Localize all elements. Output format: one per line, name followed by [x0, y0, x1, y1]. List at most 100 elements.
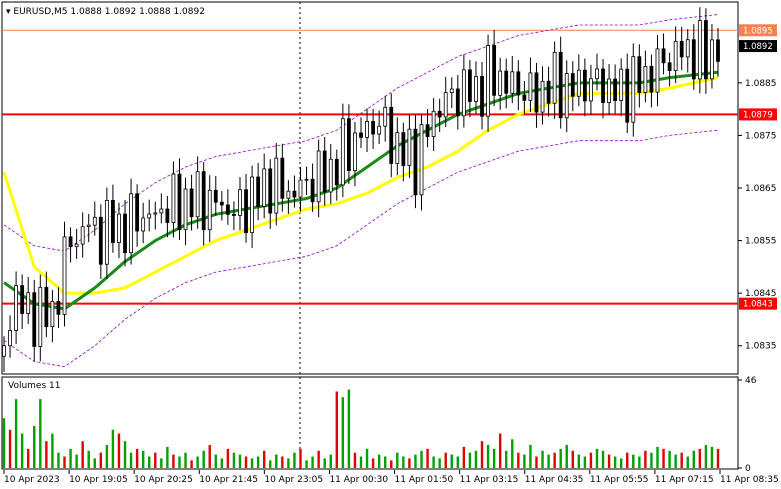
- volume-bar: [553, 452, 556, 468]
- volume-bar: [486, 445, 490, 468]
- volume-bar: [141, 450, 145, 468]
- volume-bar: [559, 448, 562, 468]
- candle-body: [558, 51, 563, 119]
- volume-bar: [172, 454, 175, 468]
- candle-body: [673, 40, 678, 71]
- volume-bar: [256, 456, 260, 468]
- volume-bar: [262, 450, 266, 468]
- candle-body: [207, 189, 212, 231]
- candle-body: [564, 73, 569, 119]
- volume-bar: [238, 454, 242, 468]
- volume-bar: [426, 448, 429, 468]
- candle-body: [20, 285, 25, 314]
- volume-bar: [160, 458, 163, 468]
- x-tick-label: 10 Apr 19:05: [69, 475, 128, 485]
- volume-bar: [178, 456, 181, 468]
- volume-bar: [565, 445, 568, 468]
- candle-body: [334, 158, 339, 186]
- volume-bar: [589, 452, 593, 468]
- y-tick-label: 1.0855: [745, 237, 777, 247]
- candle-body: [655, 48, 660, 93]
- volume-bar: [601, 450, 605, 468]
- volume-bar: [668, 450, 671, 468]
- volume-bar: [329, 454, 332, 468]
- candle-body: [14, 285, 19, 331]
- volume-bar: [123, 441, 127, 468]
- candle-body: [443, 92, 448, 118]
- candle-body: [468, 69, 472, 102]
- candle-body: [710, 39, 714, 80]
- candle-body: [117, 213, 121, 243]
- candle-body: [304, 178, 309, 181]
- candle-body: [486, 45, 490, 117]
- volume-bar: [196, 456, 199, 468]
- volume-bar: [269, 460, 272, 468]
- candle-body: [104, 199, 109, 265]
- volume-bar: [45, 441, 48, 468]
- volume-bar: [595, 448, 599, 468]
- volume-bar: [226, 448, 230, 468]
- volume-bar: [293, 452, 296, 468]
- candle-body: [225, 204, 230, 215]
- volume-bar: [450, 454, 453, 468]
- x-tick-label: 10 Apr 2023: [4, 475, 60, 485]
- ohlc-label: 1.0888 1.0892 1.0888 1.0892: [70, 7, 205, 17]
- candle-body: [377, 125, 382, 135]
- volume-bar: [99, 452, 103, 468]
- candle-body: [129, 193, 133, 254]
- volume-bar: [377, 454, 381, 468]
- volume-bar: [420, 450, 423, 468]
- volume-bar: [75, 454, 78, 468]
- candle-body: [346, 118, 351, 171]
- candle-body: [183, 188, 188, 231]
- volume-bar: [111, 429, 115, 468]
- volume-bar: [656, 446, 659, 468]
- volume-bar: [384, 456, 387, 468]
- volume-bar: [2, 418, 6, 468]
- volume-bar: [402, 456, 405, 468]
- candle-body: [631, 56, 636, 123]
- volume-bar: [311, 456, 314, 468]
- x-tick-label: 11 Apr 01:50: [395, 475, 454, 485]
- volume-bar: [353, 452, 357, 468]
- volume-tick-label: 46: [745, 376, 757, 386]
- volume-bar: [390, 460, 393, 468]
- candle-body: [383, 106, 388, 127]
- candle-body: [431, 110, 436, 137]
- candle-body: [280, 157, 285, 199]
- volume-bar: [547, 454, 550, 468]
- candle-body: [86, 224, 91, 228]
- candle-body: [625, 68, 630, 123]
- candle-body: [716, 39, 720, 62]
- candle-body: [643, 65, 648, 93]
- candle-body: [44, 286, 49, 328]
- volume-bar: [529, 445, 532, 468]
- y-tick-label: 1.0885: [745, 79, 777, 89]
- candle-body: [232, 213, 236, 216]
- volume-bar: [626, 452, 629, 468]
- volume-bar: [662, 448, 665, 468]
- candle-body: [219, 201, 224, 206]
- candle-body: [244, 189, 248, 234]
- candle-body: [177, 173, 182, 231]
- volume-bar: [232, 452, 236, 468]
- volume-bar: [287, 458, 290, 468]
- candle-body: [401, 132, 406, 166]
- volume-bar: [20, 433, 24, 468]
- candle-body: [474, 76, 478, 102]
- volume-bar: [190, 460, 193, 468]
- candle-body: [159, 208, 164, 214]
- candle-body: [38, 286, 43, 347]
- volume-bar: [498, 433, 502, 468]
- volume-bar: [69, 448, 72, 468]
- candle-body: [268, 168, 273, 214]
- volume-bar: [505, 450, 508, 468]
- candle-body: [407, 128, 412, 166]
- candle-body: [419, 124, 424, 196]
- candle-body: [80, 226, 85, 245]
- volume-bar: [583, 456, 587, 468]
- candle-body: [50, 300, 55, 328]
- candle-body: [552, 51, 557, 104]
- volume-bar: [704, 445, 708, 468]
- volume-bar: [129, 452, 133, 468]
